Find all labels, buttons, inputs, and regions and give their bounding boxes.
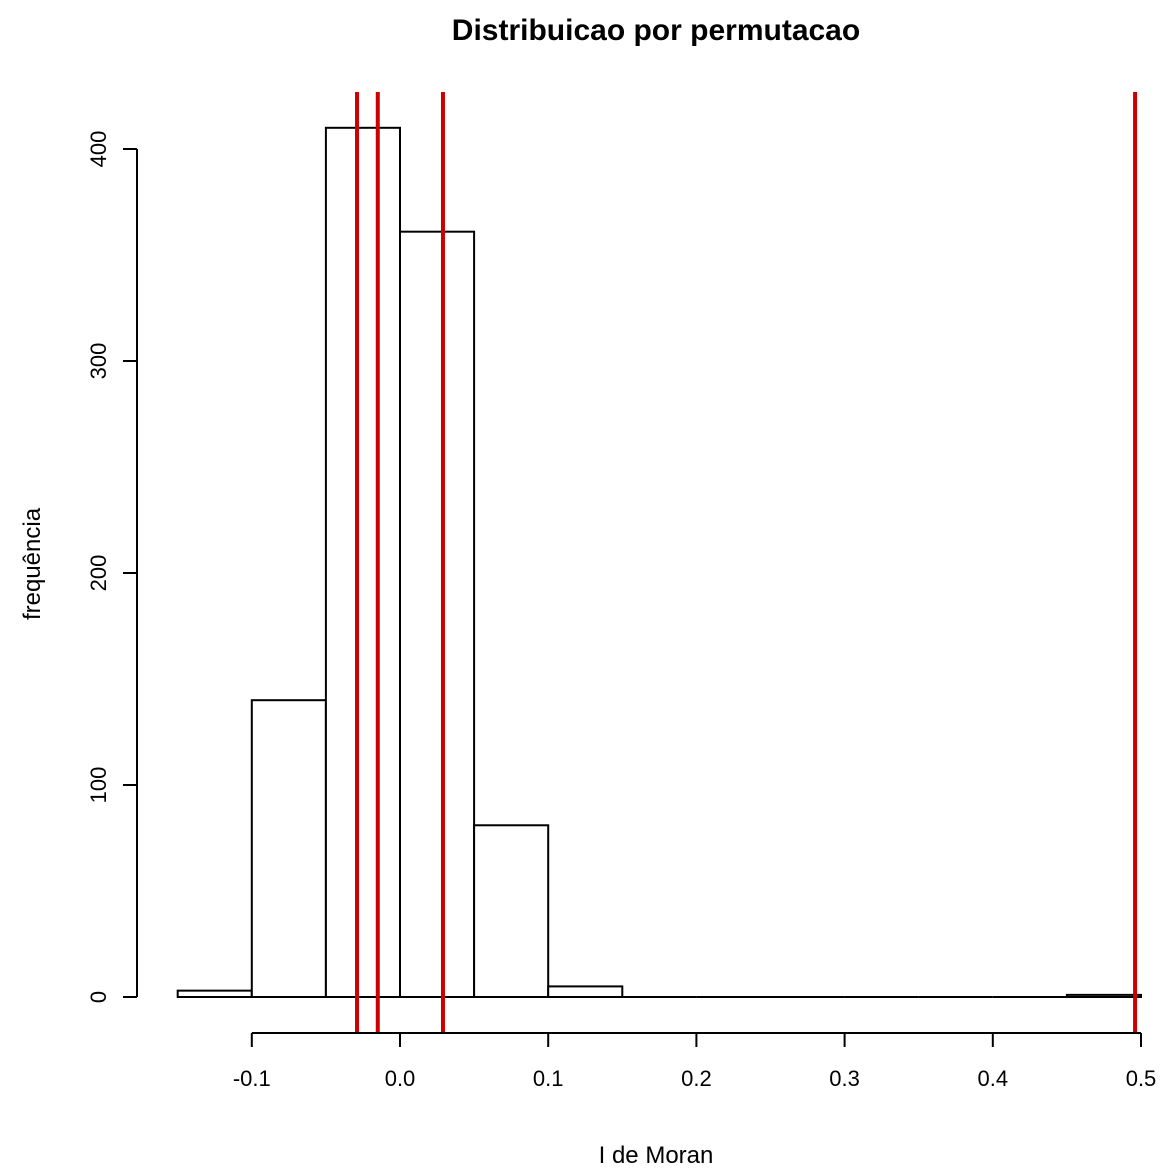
reference-lines bbox=[355, 92, 1138, 1033]
y-tick-label: 300 bbox=[86, 343, 111, 380]
y-tick-label: 400 bbox=[86, 131, 111, 168]
histogram-bar bbox=[176, 989, 253, 999]
x-axis: -0.1 0.0 0.1 0.2 0.3 0.4 0.5 bbox=[233, 1032, 1157, 1091]
histogram-bar bbox=[1065, 993, 1143, 999]
y-tick-label: 0 bbox=[86, 991, 111, 1003]
histogram-bar bbox=[324, 126, 401, 999]
histogram-bar bbox=[250, 699, 327, 998]
x-tick-label: 0.2 bbox=[681, 1066, 712, 1091]
histogram-bars bbox=[176, 126, 1143, 999]
y-tick-label: 100 bbox=[86, 767, 111, 804]
chart-title: Distribuicao por permutacao bbox=[452, 14, 860, 47]
x-tick-label: 0.4 bbox=[978, 1066, 1009, 1091]
y-axis-label: frequência bbox=[19, 507, 46, 620]
histogram-bar bbox=[547, 985, 624, 999]
histogram-bar bbox=[473, 824, 550, 999]
x-tick-label: -0.1 bbox=[233, 1066, 271, 1091]
histogram-bar bbox=[399, 230, 476, 998]
x-axis-label: I de Moran bbox=[599, 1142, 714, 1169]
y-axis: 0 100 200 300 400 bbox=[86, 131, 138, 1003]
x-tick-label: 0.1 bbox=[533, 1066, 564, 1091]
x-tick-label: 0.0 bbox=[385, 1066, 416, 1091]
x-tick-label: 0.3 bbox=[829, 1066, 860, 1091]
x-tick-label: 0.5 bbox=[1126, 1066, 1157, 1091]
y-tick-label: 200 bbox=[86, 555, 111, 592]
